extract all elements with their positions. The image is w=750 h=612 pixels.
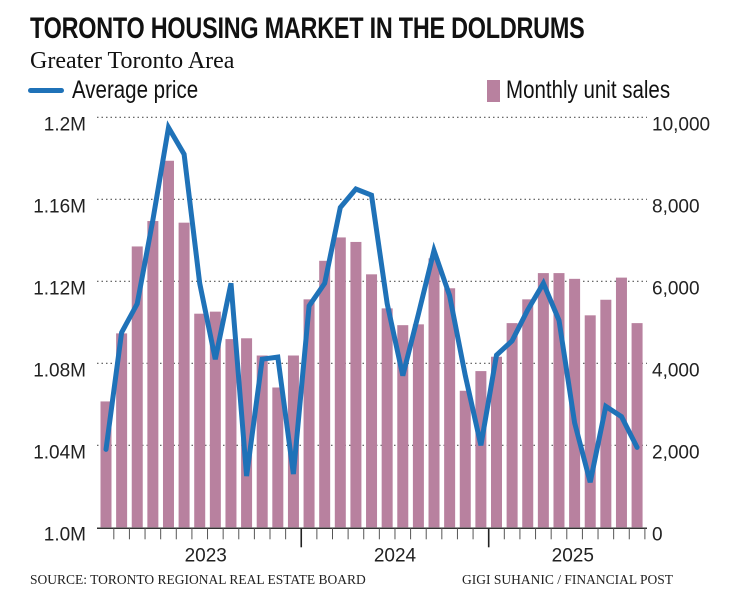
right-axis-tick-label: 6,000 [652,278,700,299]
right-axis-tick-label: 10,000 [652,114,710,135]
sales-bar [100,401,112,528]
credit-note: GIGI SUHANIC / FINANCIAL POST [462,572,674,587]
sales-bar [491,356,502,528]
sales-bar [350,241,362,528]
left-axis-tick-label: 1.12M [33,278,86,299]
sales-bar [615,277,627,528]
sales-bar [303,299,315,528]
sales-bar [459,390,471,528]
left-axis-tick-label: 1.08M [33,360,86,381]
sales-bar [116,333,128,528]
sales-bar [241,338,253,528]
sales-bar [475,371,487,528]
left-axis-tick-label: 1.04M [33,442,86,463]
right-axis-tick-label: 2,000 [652,442,700,463]
sales-bar [334,237,346,528]
sales-bar [147,221,159,528]
sales-bar [209,311,221,528]
sales-bar [412,324,424,528]
legend-label: Monthly unit sales [506,76,671,104]
sales-bar [397,325,409,528]
right-axis-tick-label: 4,000 [652,360,700,381]
chart-subtitle: Greater Toronto Area [30,48,235,74]
sales-bar [162,160,174,528]
sales-bar [569,278,581,528]
sales-bar [428,258,440,528]
right-axis-tick-label: 8,000 [652,196,700,217]
chart-title: TORONTO HOUSING MARKET IN THE DOLDRUMS [30,12,585,45]
left-axis-tick-label: 1.2M [44,114,86,135]
x-axis-year-label: 2023 [185,545,227,566]
sales-bar [256,355,268,528]
sales-bar [631,323,643,528]
right-axis-tick-label: 0 [652,524,663,545]
legend-label: Average price [72,76,199,104]
sales-bar [287,355,299,528]
sales-bar [553,273,565,528]
legend-average-price: Average price [28,76,226,105]
left-axis-tick-label: 1.0M [44,524,86,545]
source-note: SOURCE: TORONTO REGIONAL REAL ESTATE BOA… [30,572,366,587]
sales-bar [444,288,456,528]
sales-bar [178,222,190,528]
sales-bar [366,274,378,528]
sales-bar [272,387,284,528]
legend-line-swatch [28,88,64,93]
x-axis-year-label: 2025 [552,545,594,566]
sales-bar [522,299,534,528]
sales-bar [319,260,331,528]
sales-bar [131,246,143,528]
legend-bar-swatch [487,79,500,102]
sales-bar [537,273,549,528]
x-axis-year-label: 2024 [374,545,417,566]
sales-bar [194,313,206,528]
sales-bar [506,323,518,528]
sales-bar [381,308,393,528]
left-axis-tick-label: 1.16M [33,196,86,217]
legend-monthly-unit-sales: Monthly unit sales [487,76,706,105]
sales-bar [225,339,237,528]
sales-bar [584,315,596,528]
